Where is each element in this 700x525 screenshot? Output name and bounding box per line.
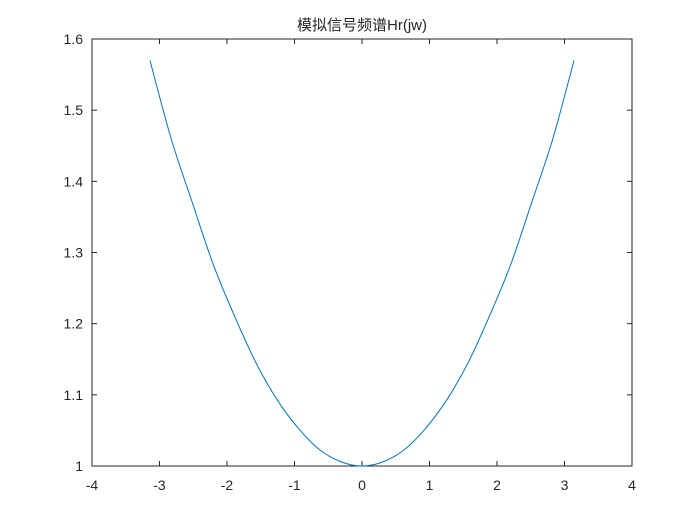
y-tick-label: 1.2 [64, 316, 84, 332]
y-tick-label: 1 [75, 458, 83, 474]
axis-tick-labels: -4 -3 -2 -1 0 1 2 3 4 1 1.1 1.2 1.3 1.4 1.5 1.6 [64, 31, 637, 493]
series-layer [149, 60, 575, 467]
chart-title: 模拟信号频谱Hr(jw) [297, 17, 427, 34]
plot-area [91, 38, 633, 467]
x-tick-label: -1 [288, 477, 301, 493]
y-tick-label: 1.5 [64, 102, 84, 118]
x-tick-label: 4 [628, 477, 636, 493]
y-tick-label: 1.3 [64, 245, 84, 261]
x-tick-label: 3 [561, 477, 569, 493]
y-tick-label: 1.4 [64, 173, 84, 189]
series-line [149, 60, 575, 467]
x-tick-label: -3 [153, 477, 166, 493]
axis-ticks [91, 38, 633, 467]
x-tick-label: -4 [86, 477, 99, 493]
x-tick-label: 2 [493, 477, 501, 493]
y-tick-label: 1.1 [64, 387, 84, 403]
y-tick-label: 1.6 [64, 31, 84, 47]
x-tick-label: 1 [426, 477, 434, 493]
x-tick-label: 0 [358, 477, 366, 493]
x-tick-label: -2 [221, 477, 234, 493]
